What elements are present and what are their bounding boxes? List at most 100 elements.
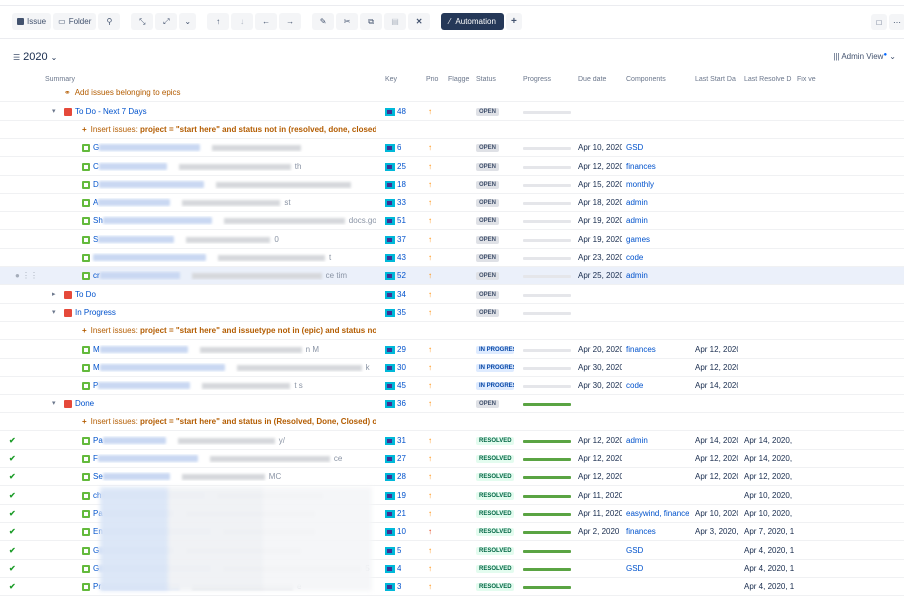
status-badge[interactable]: OPEN [476,181,500,189]
components[interactable]: admin [626,436,648,445]
story-row[interactable]: S 0 37 ↑ OPEN Apr 19, 2020 games [0,231,904,249]
status-badge[interactable]: OPEN [476,400,500,408]
add-folder-button[interactable]: ▭ Folder [53,13,97,30]
status-badge[interactable]: OPEN [476,309,500,317]
epic-summary[interactable]: In Progress [64,308,116,317]
column-header[interactable]: Due date [578,76,607,83]
epic-row[interactable]: ▾ Done 36 ↑ OPEN [0,395,904,413]
expand-button[interactable]: ⤡ [131,13,154,30]
status-badge[interactable]: RESOLVED [476,583,514,591]
column-header[interactable]: Status [476,76,496,83]
move-up-button[interactable]: ↑ [207,13,230,30]
components[interactable]: code [626,253,644,262]
components[interactable]: finances [626,162,656,171]
components[interactable]: code [626,381,644,390]
issue-key[interactable]: 48 [385,107,406,116]
expand-dropdown-button[interactable]: ⌄ [179,13,197,30]
collapse-button[interactable]: ⤢ [155,13,178,30]
issue-key[interactable]: 36 [385,399,406,408]
toggle-icon[interactable]: ▸ [52,291,56,298]
status-badge[interactable]: RESOLVED [476,547,514,555]
view-selector[interactable]: ||| Admin View● ⌄ [833,52,896,61]
insert-generator[interactable]: + Insert issues: project = "start here" a… [82,326,376,335]
components[interactable]: GSD [626,143,644,152]
components[interactable]: admin [626,198,648,207]
components[interactable]: admin [626,271,648,280]
status-badge[interactable]: RESOLVED [476,565,514,573]
issue-summary[interactable]: Se MC [82,472,376,481]
column-header[interactable]: Flagge [448,76,470,83]
status-badge[interactable]: IN PROGRESS [476,364,514,372]
drag-handle[interactable]: ● ⋮⋮ [15,271,39,280]
paste-button[interactable]: ▤ [384,13,407,30]
status-badge[interactable]: OPEN [476,254,500,262]
story-row[interactable]: ● ⋮⋮ cr ce tim 52 ↑ OPEN Apr 25, 2020 admin [0,267,904,285]
story-row[interactable]: Pt s 45 ↑ IN PROGRESS Apr 30, 2020 code Apr 14… [0,377,904,395]
issue-key[interactable]: 34 [385,290,406,299]
more-button[interactable]: ⋯ [889,14,904,30]
epic-row[interactable]: ▾ To Do - Next 7 Days 48 ↑ OPEN [0,103,904,121]
issue-key[interactable]: 6 [385,143,401,152]
issue-key[interactable]: 29 [385,345,406,354]
status-badge[interactable]: RESOLVED [476,528,514,536]
status-badge[interactable]: RESOLVED [476,473,514,481]
issue-key[interactable]: 37 [385,235,406,244]
toggle-icon[interactable]: ▾ [52,108,56,115]
column-header[interactable]: Progress [523,76,552,83]
story-row[interactable]: Mk 30 ↑ IN PROGRESS Apr 30, 2020 Apr 12, 2020 [0,359,904,377]
issue-key[interactable]: 3 [385,582,401,591]
status-badge[interactable]: OPEN [476,199,500,207]
issue-summary[interactable]: cr ce tim [82,271,376,280]
issue-summary[interactable]: t [82,253,376,262]
copy-button[interactable]: ⧉ [360,13,383,30]
status-badge[interactable]: RESOLVED [476,492,514,500]
epic-summary[interactable]: To Do - Next 7 Days [64,107,147,116]
issue-key[interactable]: 18 [385,180,406,189]
issue-key[interactable]: 4 [385,564,401,573]
status-badge[interactable]: OPEN [476,217,500,225]
issue-key[interactable]: 5 [385,546,401,555]
issue-key[interactable]: 43 [385,253,406,262]
story-row[interactable]: Mn M 29 ↑ IN PROGRESS Apr 20, 2020 finances Ap… [0,341,904,359]
components[interactable]: easywind, finances [626,509,689,518]
column-header[interactable]: Last Start Da [695,76,736,83]
add-epic-issues-link[interactable]: ⚭ Add issues belonging to epics [64,88,181,97]
issue-key[interactable]: 19 [385,491,406,500]
components[interactable]: finances [626,345,656,354]
toggle-icon[interactable]: ▾ [52,309,56,316]
move-down-button[interactable]: ↓ [231,13,254,30]
epic-row[interactable]: ▸ To Do 34 ↑ OPEN [0,286,904,304]
issue-key[interactable]: 31 [385,436,406,445]
issue-key[interactable]: 52 [385,271,406,280]
story-row[interactable]: ✔ Se MC 28 ↑ RESOLVED Apr 12, 2020 Apr 12, 2020… [0,468,904,486]
status-badge[interactable]: OPEN [476,163,500,171]
status-badge[interactable]: OPEN [476,108,500,116]
components[interactable]: monthly [626,180,655,189]
remove-button[interactable]: ✕ [408,13,431,30]
add-row[interactable]: ⚭ Add issues belonging to epics [0,84,904,102]
issue-key[interactable]: 45 [385,381,406,390]
issue-summary[interactable]: Pa y/ [82,436,376,445]
insert-generator[interactable]: + Insert issues: project = "start here" a… [82,417,376,426]
story-row[interactable]: G 6 ↑ OPEN Apr 10, 2020 GSD [0,139,904,157]
story-row[interactable]: Sh docs.goog 51 ↑ OPEN Apr 19, 2020 admin [0,212,904,230]
structure-selector[interactable]: ☰ 2020 ⌄ [13,51,57,63]
components[interactable]: finances [626,527,656,536]
insert-generator[interactable]: + Insert issues: project = "start here" a… [82,125,376,134]
components[interactable]: admin [626,216,648,225]
add-generator-button[interactable]: + [505,13,522,30]
epic-summary[interactable]: To Do [64,290,96,299]
indent-button[interactable]: → [279,13,302,30]
edit-button[interactable]: ✎ [312,13,335,30]
panel-toggle-button[interactable]: □ [871,14,887,30]
column-header[interactable]: Fix ve [797,76,816,83]
status-badge[interactable]: RESOLVED [476,510,514,518]
add-issue-button[interactable]: Issue [12,13,52,30]
